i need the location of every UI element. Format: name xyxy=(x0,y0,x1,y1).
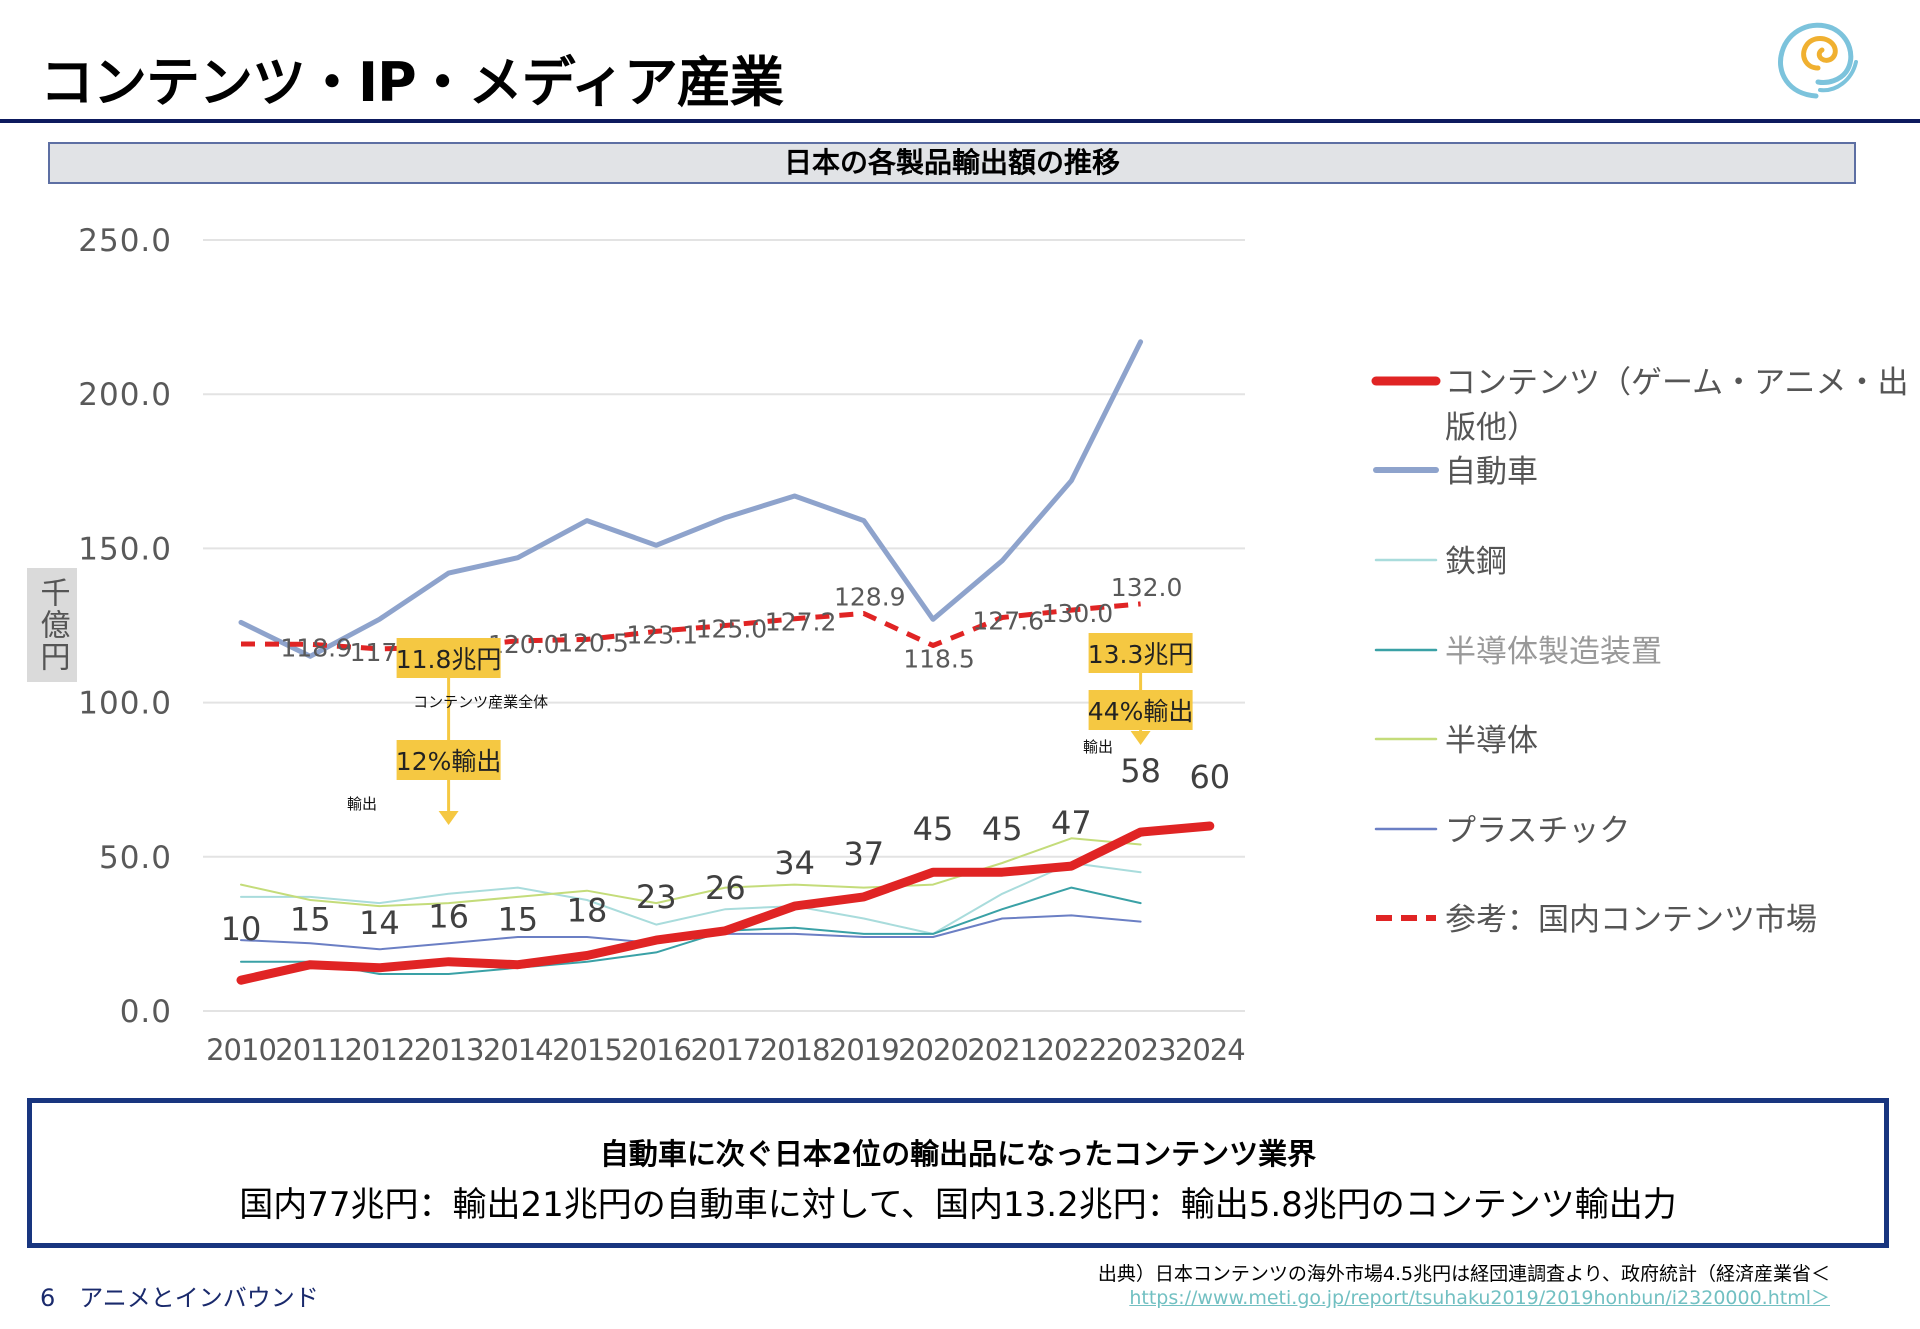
data-label-contents: 37 xyxy=(843,835,884,873)
series-line-semi xyxy=(240,837,1142,908)
summary-headline: 自動車に次ぐ日本2位の輸出品になったコンテンツ業界 xyxy=(599,1137,1317,1171)
callout-arrow-icon xyxy=(1130,731,1151,745)
x-tick-label: 2019 xyxy=(829,1033,899,1067)
chart-title-bar: 日本の各製品輸出額の推移 xyxy=(48,142,1856,184)
callout-side-text: 輸出 xyxy=(347,795,377,813)
data-label-domestic: 123.1 xyxy=(626,620,698,649)
data-label-contents: 26 xyxy=(705,869,746,907)
legend-item-domestic: 参考：国内コンテンツ市場 xyxy=(1376,902,1817,938)
x-tick-label: 2020 xyxy=(898,1033,968,1067)
source-link[interactable]: https://www.meti.go.jp/report/tsuhaku201… xyxy=(1129,1287,1830,1309)
y-tick-label: 100.0 xyxy=(78,686,172,722)
x-tick-label: 2024 xyxy=(1175,1033,1245,1067)
data-label-contents: 16 xyxy=(428,898,469,936)
callout-side-text: 輸出 xyxy=(1083,738,1113,756)
summary-detail: 国内77兆円：輸出21兆円の自動車に対して、国内13.2兆円：輸出5.8兆円のコ… xyxy=(239,1185,1677,1225)
callout-arrow-icon xyxy=(438,811,459,825)
callout-top-label: 13.3兆円 xyxy=(1088,640,1194,669)
x-tick-label: 2022 xyxy=(1036,1033,1106,1067)
x-tick-label: 2017 xyxy=(690,1033,760,1067)
summary-box: 自動車に次ぐ日本2位の輸出品になったコンテンツ業界 国内77兆円：輸出21兆円の… xyxy=(27,1098,1889,1248)
callout-caption: コンテンツ産業全体 xyxy=(413,693,548,711)
legend-item-auto: 自動車 xyxy=(1373,454,1538,490)
x-tick-label: 2012 xyxy=(344,1033,414,1067)
callout-top-label: 11.8兆円 xyxy=(396,645,502,674)
source-note: 出典）日本コンテンツの海外市場4.5兆円は経団連調査より、政府統計（経済産業省＜… xyxy=(1098,1262,1830,1310)
y-tick-label: 0.0 xyxy=(120,994,172,1030)
callout-bottom-label: 12%輸出 xyxy=(396,747,502,776)
y-tick-label: 200.0 xyxy=(78,377,172,413)
data-label-contents: 34 xyxy=(774,844,815,882)
legend-label: コンテンツ（ゲーム・アニメ・出 xyxy=(1445,365,1908,401)
x-tick-label: 2011 xyxy=(275,1033,345,1067)
y-tick-label: 250.0 xyxy=(78,223,172,259)
data-label-domestic: 120.5 xyxy=(557,628,629,657)
page-number: 6 xyxy=(40,1284,56,1312)
data-label-contents: 58 xyxy=(1120,752,1161,790)
source-text: 出典）日本コンテンツの海外市場4.5兆円は経団連調査より、政府統計（経済産業省＜ xyxy=(1097,1263,1830,1285)
data-label-contents: 23 xyxy=(636,878,677,916)
legend-label: 半導体 xyxy=(1445,723,1538,759)
section-name: アニメとインバウンド xyxy=(79,1284,319,1312)
legend-item-steel: 鉄鋼 xyxy=(1374,544,1507,580)
y-axis-title-bg xyxy=(27,568,77,682)
data-label-domestic: 132.0 xyxy=(1111,573,1183,602)
data-label-domestic: 130.0 xyxy=(1042,599,1114,628)
x-tick-label: 2023 xyxy=(1106,1033,1176,1067)
title-divider xyxy=(0,119,1920,123)
data-label-domestic: 118.5 xyxy=(903,645,975,674)
legend-label: 参考：国内コンテンツ市場 xyxy=(1445,902,1817,938)
x-tick-label: 2018 xyxy=(760,1033,830,1067)
data-label-domestic: 128.9 xyxy=(834,582,906,611)
x-tick-label: 2013 xyxy=(414,1033,484,1067)
series-line-steel xyxy=(240,862,1142,935)
callout-bottom-box xyxy=(1088,690,1193,730)
legend-label: プラスチック xyxy=(1445,813,1630,849)
data-label-contents: 47 xyxy=(1051,804,1092,842)
data-label-contents: 15 xyxy=(290,901,331,939)
legend-label: 鉄鋼 xyxy=(1445,544,1507,580)
x-tick-label: 2014 xyxy=(483,1033,553,1067)
legend-label: 半導体製造装置 xyxy=(1445,634,1662,670)
data-label-contents: 45 xyxy=(913,810,954,848)
x-tick-label: 2016 xyxy=(621,1033,691,1067)
y-axis-title: 千億円 xyxy=(35,577,71,673)
x-tick-label: 2010 xyxy=(206,1033,276,1067)
series-line-semi_equip xyxy=(240,886,1142,975)
legend-item-semi_equip: 半導体製造装置 xyxy=(1374,634,1662,670)
legend-item-plastic: プラスチック xyxy=(1374,813,1630,849)
y-tick-label: 50.0 xyxy=(99,840,172,876)
data-label-domestic: 127.2 xyxy=(765,608,837,637)
x-tick-label: 2015 xyxy=(552,1033,622,1067)
data-label-contents: 60 xyxy=(1189,758,1230,796)
y-tick-label: 150.0 xyxy=(78,531,172,567)
callout-top-box xyxy=(396,638,501,678)
legend-item-semi: 半導体 xyxy=(1374,723,1538,759)
spiral-logo-icon xyxy=(1778,22,1858,99)
data-label-contents: 18 xyxy=(567,891,608,929)
legend-item-contents: コンテンツ（ゲーム・アニメ・出版他） xyxy=(1371,365,1908,446)
data-label-contents: 10 xyxy=(221,910,262,948)
series-line-domestic xyxy=(240,601,1141,652)
data-label-contents: 15 xyxy=(497,901,538,939)
data-label-contents: 45 xyxy=(982,810,1023,848)
page-title: コンテンツ・IP・メディア産業 xyxy=(40,51,784,114)
footer-section: 6 アニメとインバウンド xyxy=(40,1278,343,1313)
callout-bottom-label: 44%輸出 xyxy=(1088,697,1194,726)
legend-label: 版他） xyxy=(1445,410,1538,446)
data-label-domestic: 127.6 xyxy=(972,606,1044,635)
callout-top-box xyxy=(1088,633,1193,673)
x-tick-label: 2021 xyxy=(967,1033,1037,1067)
series-line-auto xyxy=(238,339,1144,659)
data-label-domestic: 118.9 xyxy=(280,633,352,662)
data-label-contents: 14 xyxy=(359,904,400,942)
legend-label: 自動車 xyxy=(1445,454,1538,490)
callout-bottom-box xyxy=(396,740,501,780)
data-label-domestic: 125.0 xyxy=(696,615,768,644)
